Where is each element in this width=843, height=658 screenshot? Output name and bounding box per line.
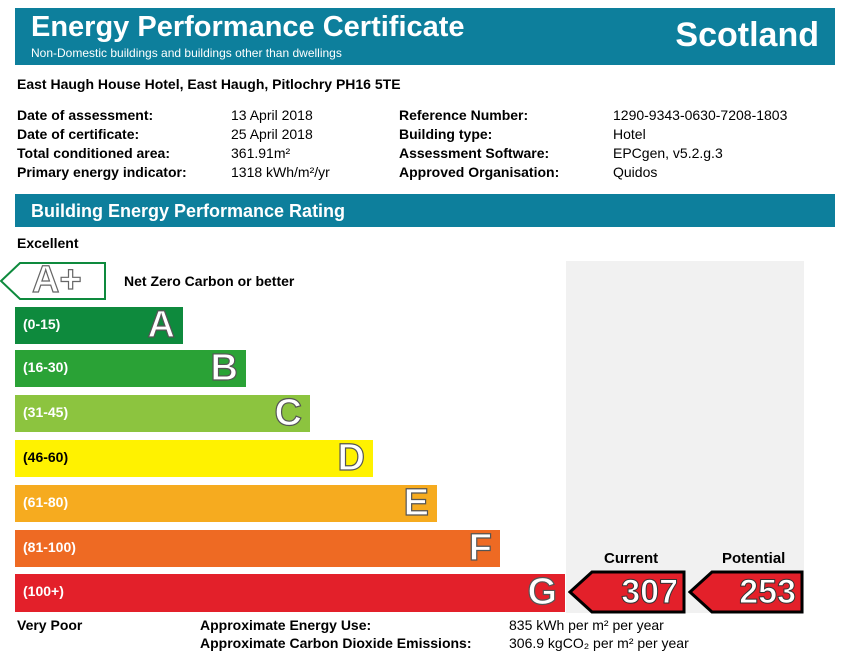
info-row: Building type: [399, 126, 492, 142]
energy-use-label: Approximate Energy Use: [200, 617, 372, 633]
info-value: 1290-9343-0630-7208-1803 [613, 107, 788, 123]
certificate-title: Energy Performance Certificate [31, 11, 465, 43]
band-letter: D [337, 437, 366, 479]
band-c: (31-45) C [15, 392, 310, 434]
info-label: Building type: [399, 126, 493, 142]
info-value: 361.91m² [231, 145, 291, 161]
info-value: 13 April 2018 [231, 107, 313, 123]
info-value: 1318 kWh/m²/yr [231, 164, 330, 180]
info-row: Reference Number: [399, 107, 528, 123]
band-range: (46-60) [23, 449, 69, 465]
info-label: Assessment Software: [399, 145, 550, 161]
region-label: Scotland [675, 16, 819, 54]
info-label: Date of certificate: [17, 126, 140, 142]
info-row: Date of assessment: [17, 107, 153, 123]
aplus-label: Net Zero Carbon or better [124, 273, 295, 289]
certificate-header: Energy Performance Certificate Non-Domes… [15, 8, 835, 65]
scale-top-label: Excellent [17, 235, 79, 251]
band-aplus-shape [0, 262, 106, 300]
band-letter: C [274, 392, 303, 434]
co2-value: 306.9 kgCO₂ per m² per year [509, 635, 689, 651]
rating-section-header: Building Energy Performance Rating [15, 194, 835, 227]
band-g: (100+) G [15, 571, 565, 613]
info-value: 25 April 2018 [231, 126, 313, 142]
band-letter: B [210, 347, 239, 389]
info-row: Assessment Software: [399, 145, 549, 161]
band-range: (100+) [23, 583, 64, 599]
band-range: (31-45) [23, 404, 69, 420]
band-e: (61-80) E [15, 482, 437, 524]
section-title: Building Energy Performance Rating [31, 201, 346, 221]
band-aplus-letter: A+ [31, 259, 82, 301]
band-letter: G [527, 571, 558, 613]
certificate-subtitle: Non-Domestic buildings and buildings oth… [31, 46, 342, 60]
current-arrow-shape [568, 570, 686, 614]
info-value: EPCgen, v5.2.g.3 [613, 145, 723, 161]
band-range: (61-80) [23, 494, 69, 510]
info-label: Reference Number: [399, 107, 529, 123]
info-value: Hotel [613, 126, 646, 142]
band-range: (0-15) [23, 316, 61, 332]
potential-rating-value: 253 [739, 573, 797, 612]
band-letter: A [147, 304, 176, 346]
info-row: Approved Organisation: [399, 164, 559, 180]
band-d: (46-60) D [15, 437, 373, 479]
info-label: Primary energy indicator: [17, 164, 187, 180]
current-rating-value: 307 [621, 573, 679, 612]
band-letter: F [468, 527, 492, 569]
current-rating-arrow: 307 [568, 570, 686, 614]
band-f: (81-100) F [15, 527, 500, 569]
band-a: (0-15) A [15, 304, 183, 346]
info-row: Total conditioned area: [17, 145, 170, 161]
band-range: (16-30) [23, 359, 69, 375]
info-label: Total conditioned area: [17, 145, 170, 161]
property-address: East Haugh House Hotel, East Haugh, Pitl… [17, 76, 401, 92]
info-label: Date of assessment: [17, 107, 154, 123]
rating-panel [566, 261, 804, 613]
info-value: Quidos [613, 164, 658, 180]
scale-bottom-label: Very Poor [17, 617, 83, 633]
potential-heading: Potential [722, 550, 786, 567]
band-range: (81-100) [23, 539, 76, 555]
energy-use-value: 835 kWh per m² per year [509, 617, 664, 633]
band-letter: E [403, 482, 430, 524]
info-row: Primary energy indicator: [17, 164, 187, 180]
info-label: Approved Organisation: [399, 164, 560, 180]
co2-label: Approximate Carbon Dioxide Emissions: [200, 635, 472, 651]
potential-arrow-shape [688, 570, 804, 614]
potential-rating-arrow: 253 [688, 570, 804, 614]
current-heading: Current [604, 550, 659, 567]
info-row: Date of certificate: [17, 126, 139, 142]
band-aplus: A+ [0, 259, 106, 301]
band-b: (16-30) B [15, 347, 246, 389]
